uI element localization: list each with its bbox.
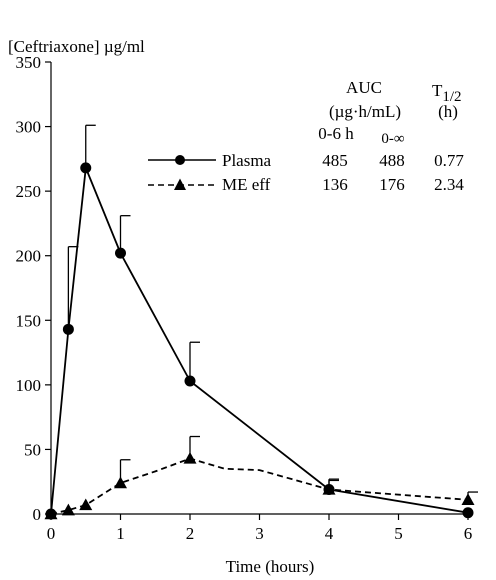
plasma-auc-0-6: 485 <box>322 151 348 170</box>
plasma-point <box>62 323 74 335</box>
me-eff-point <box>183 451 197 464</box>
legend: AUC (µg·h/mL) T1/2 (h) 0-6 h 0-∞ Plasma … <box>148 78 464 194</box>
y-tick-label: 200 <box>16 247 42 266</box>
me-eff-point <box>322 482 336 495</box>
me-eff-point <box>44 507 58 520</box>
y-tick-label: 100 <box>16 376 42 395</box>
y-tick-label: 300 <box>16 118 42 137</box>
y-ticks: 0 50 100 150 200 250 300 350 <box>16 53 51 524</box>
x-tick-label: 4 <box>325 524 334 543</box>
x-tick-label: 3 <box>255 524 264 543</box>
y-tick-label: 250 <box>16 182 42 201</box>
x-tick-label: 5 <box>394 524 403 543</box>
legend-plasma-marker <box>175 155 185 165</box>
auc-col-0-inf: 0-∞ <box>381 131 404 147</box>
x-tick-label: 1 <box>116 524 125 543</box>
plasma-point <box>80 162 92 174</box>
auc-unit: (µg·h/mL) <box>329 102 401 121</box>
x-ticks: 0 1 2 3 4 5 6 <box>47 514 473 543</box>
y-tick-label: 50 <box>24 440 41 459</box>
me-eff-point <box>79 498 93 511</box>
x-axis-title: Time (hours) <box>226 557 315 576</box>
me-eff-point <box>461 493 475 505</box>
plasma-auc-inf: 488 <box>379 151 405 170</box>
legend-me-marker <box>174 178 186 190</box>
me-t-half: 2.34 <box>434 175 464 194</box>
me-auc-inf: 176 <box>379 175 405 194</box>
plasma-line <box>50 166 469 515</box>
plasma-t-half: 0.77 <box>434 151 464 170</box>
me-eff-point <box>61 503 75 516</box>
legend-me-label: ME eff <box>222 175 271 194</box>
series-layer <box>44 124 478 520</box>
y-tick-label: 150 <box>16 311 42 330</box>
auc-header: AUC <box>346 78 382 97</box>
me-eff-point <box>114 476 127 489</box>
y-tick-label: 0 <box>33 505 42 524</box>
auc-col-0-6: 0-6 h <box>318 124 354 143</box>
t-half-label: T1/2 <box>432 81 462 105</box>
x-tick-label: 2 <box>186 524 195 543</box>
plasma-point <box>115 247 126 259</box>
t-half-label-sub: 1/2 <box>442 89 461 105</box>
t-half-unit: (h) <box>438 102 458 121</box>
x-tick-label: 0 <box>47 524 56 543</box>
x-tick-label: 6 <box>464 524 473 543</box>
me-auc-0-6: 136 <box>322 175 348 194</box>
me-eff-line <box>50 457 469 515</box>
legend-plasma-label: Plasma <box>222 151 272 170</box>
y-axis-title: [Ceftriaxone] µg/ml <box>8 37 145 56</box>
t-half-label-main: T <box>432 81 443 100</box>
y-tick-label: 350 <box>16 53 42 72</box>
series-me-eff <box>44 435 478 520</box>
plasma-point <box>462 507 474 519</box>
plasma-point <box>184 375 196 387</box>
axes <box>50 62 472 515</box>
